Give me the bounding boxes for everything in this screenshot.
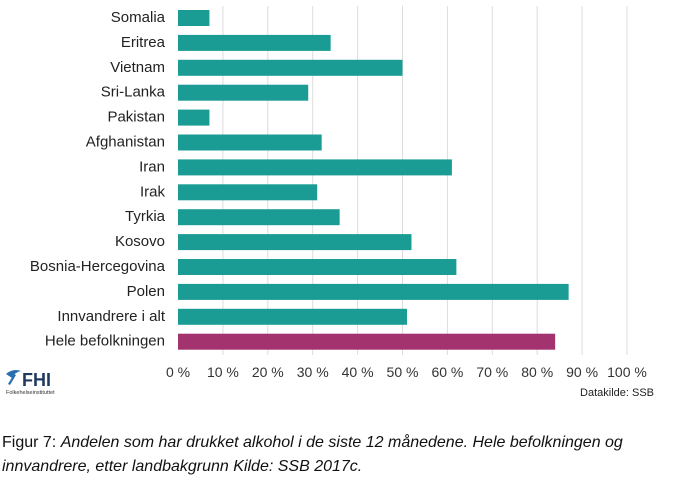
grid-lines: [222, 6, 628, 355]
category-label: Eritrea: [121, 34, 166, 51]
category-label: Hele befolkningen: [45, 333, 165, 350]
category-label: Sri-Lanka: [101, 84, 166, 101]
bar: [178, 59, 403, 76]
bar: [178, 333, 556, 350]
caption-lead: Figur 7:: [2, 434, 61, 451]
logo-subtitle: Folkehelseinstituttet: [6, 390, 55, 396]
x-tick-label: 100 %: [607, 364, 647, 380]
bar: [178, 34, 331, 51]
category-label: Tyrkia: [125, 208, 166, 225]
x-tick-label: 30 %: [297, 364, 329, 380]
bar: [178, 159, 452, 176]
category-label: Afghanistan: [86, 133, 165, 150]
fhi-logo: FHI Folkehelseinstituttet: [6, 370, 55, 396]
bar: [178, 109, 210, 126]
category-label: Somalia: [111, 9, 166, 26]
figure-caption: Figur 7: Andelen som har drukket alkohol…: [2, 431, 678, 479]
x-tick-label: 10 %: [207, 364, 239, 380]
bar: [178, 283, 569, 300]
source-note: Datakilde: SSB: [580, 387, 654, 399]
x-tick-label: 60 %: [431, 364, 463, 380]
bars: [178, 10, 569, 350]
bar: [178, 209, 340, 226]
bar: [178, 84, 309, 101]
category-labels: Somalia Eritrea Vietnam Sri-Lanka Pakistan Af…: [30, 9, 166, 350]
category-label: Irak: [140, 183, 166, 200]
bar: [178, 308, 407, 325]
x-tick-label: 90 %: [566, 364, 598, 380]
bar: [178, 234, 412, 251]
x-tick-label: 40 %: [342, 364, 374, 380]
category-label: Vietnam: [110, 59, 165, 76]
category-label: Innvandrere i alt: [57, 308, 165, 325]
caption-body: Andelen som har drukket alkohol i de sis…: [2, 434, 623, 475]
category-label: Pakistan: [107, 109, 165, 126]
x-tick-label: 70 %: [476, 364, 508, 380]
bar: [178, 134, 322, 151]
x-axis-tick-labels: 0 % 10 % 20 % 30 % 40 % 50 % 60 % 70 % 80 % 90 % 1…: [166, 364, 647, 380]
bar: [178, 10, 210, 26]
x-tick-label: 20 %: [252, 364, 284, 380]
fhi-logo-mark-icon: [6, 370, 21, 385]
x-tick-label: 50 %: [387, 364, 419, 380]
category-label: Polen: [127, 283, 165, 300]
bar: [178, 184, 318, 201]
x-tick-label: 80 %: [521, 364, 553, 380]
category-label: Kosovo: [115, 233, 165, 250]
bar: [178, 259, 457, 275]
x-tick-label: 0 %: [166, 364, 190, 380]
category-label: Iran: [139, 158, 165, 175]
category-label: Bosnia-Hercegovina: [30, 258, 166, 275]
bar-chart: Somalia Eritrea Vietnam Sri-Lanka Pakistan Af…: [6, 6, 654, 399]
logo-text: FHI: [22, 370, 51, 390]
